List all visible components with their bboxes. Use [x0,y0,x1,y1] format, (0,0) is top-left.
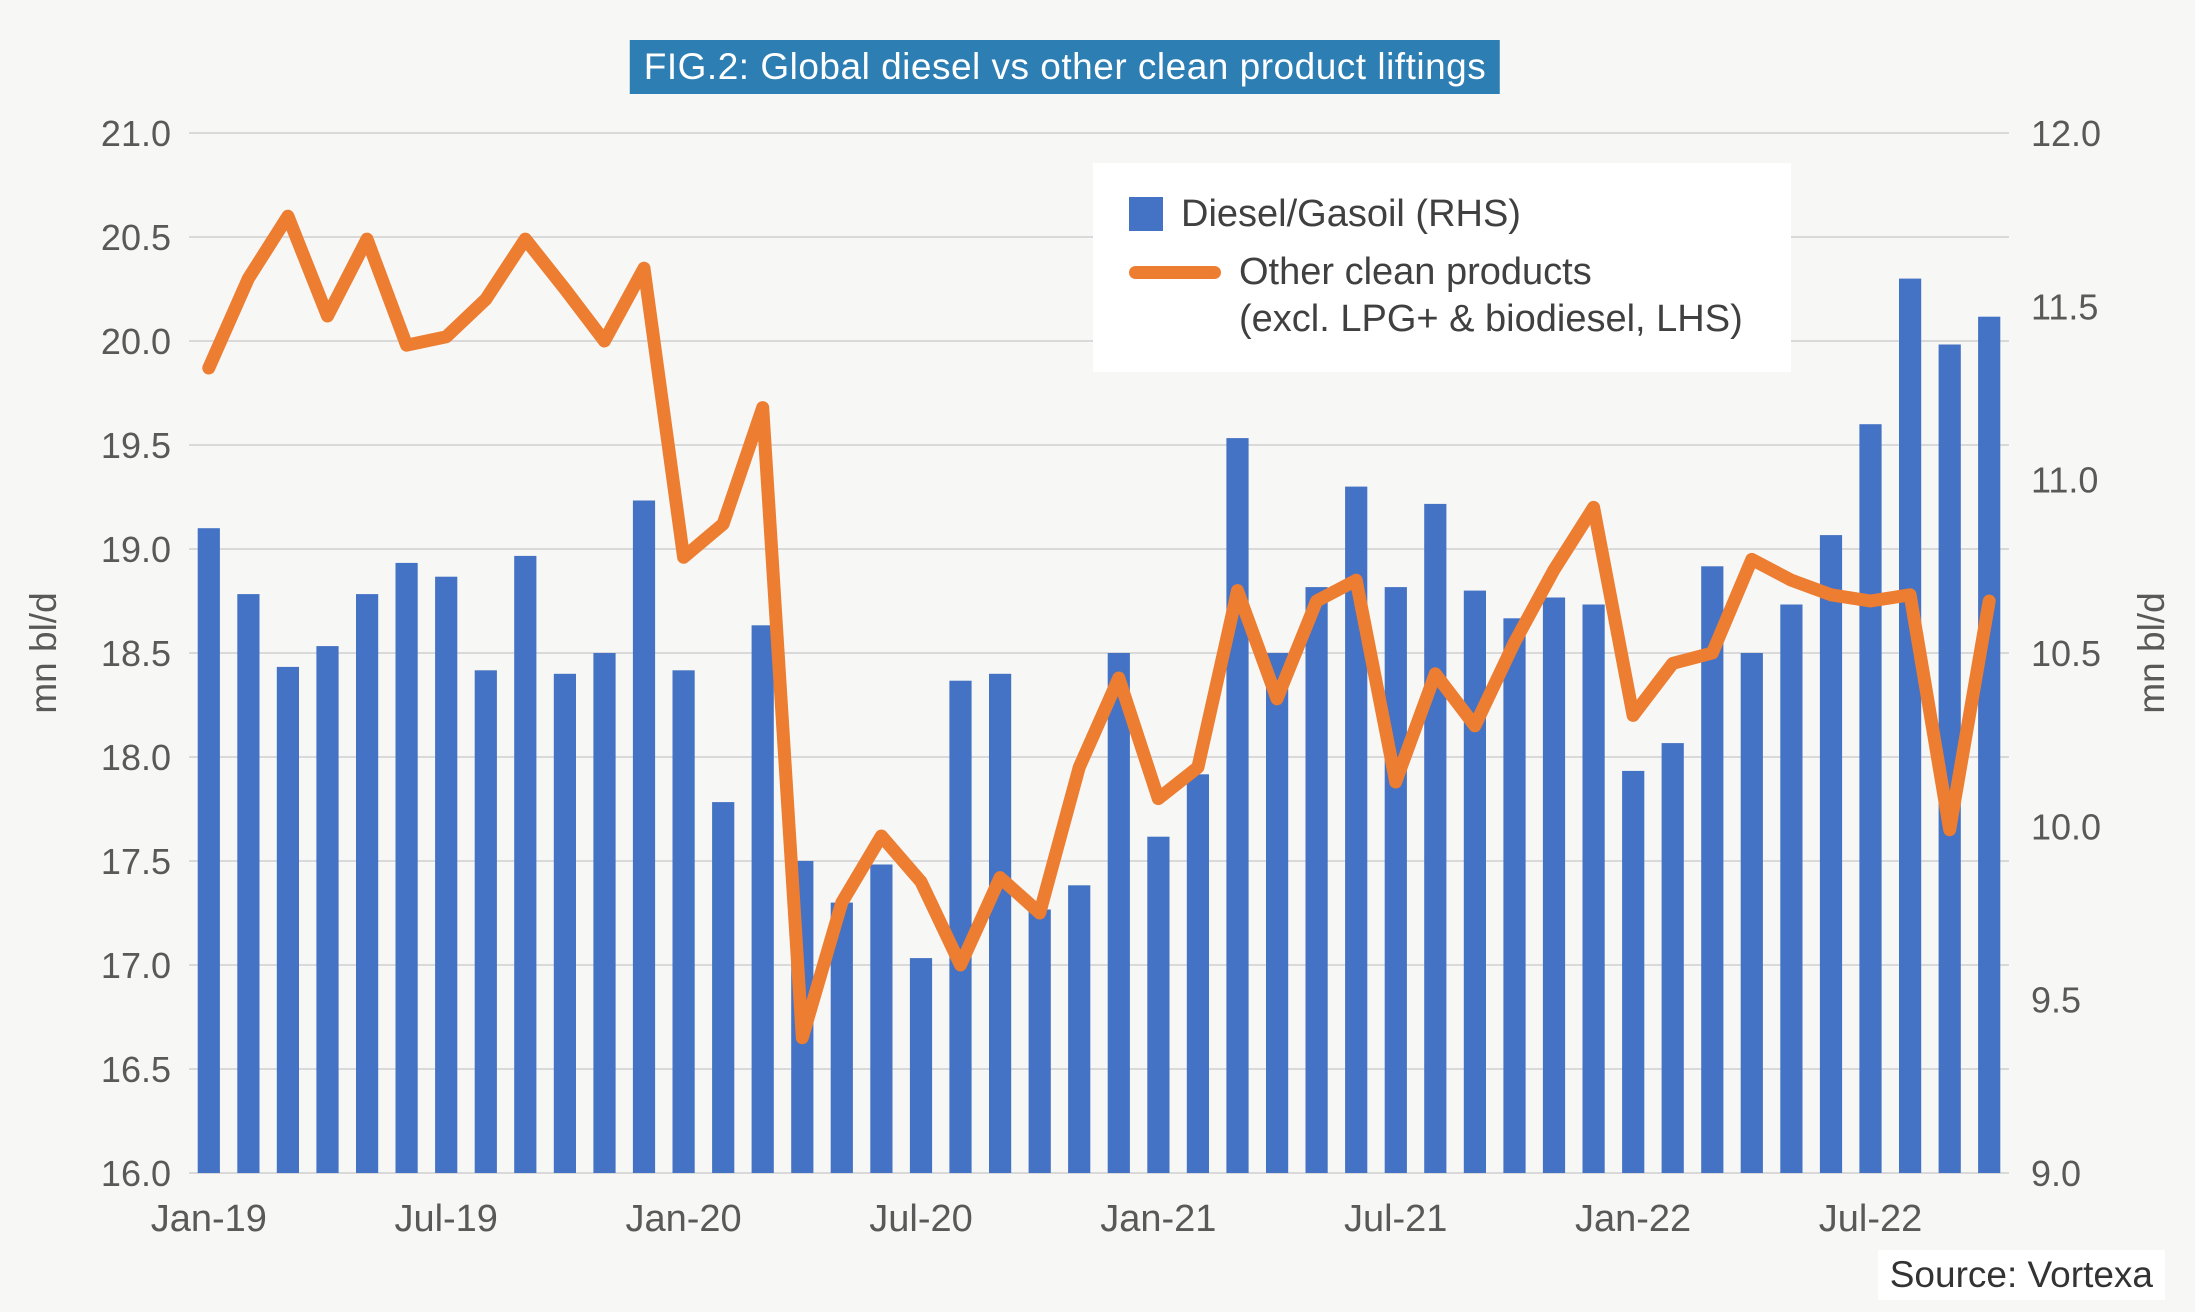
y-right-tick-label: 10.0 [2031,806,2101,847]
source-note: Source: Vortexa [1877,1250,2165,1300]
y-right-tick-label: 9.5 [2031,980,2081,1021]
diesel-bar [593,653,616,1173]
diesel-bar [1147,836,1170,1173]
diesel-bar [514,555,537,1173]
diesel-bar [1345,486,1368,1174]
diesel-bar [237,594,260,1173]
x-tick-label: Jan-22 [1575,1198,1691,1240]
y-left-tick-label: 20.5 [101,217,171,258]
diesel-bar [751,625,774,1173]
y-left-tick-label: 19.5 [101,425,171,466]
legend-label-other-clean: Other clean products (excl. LPG+ & biodi… [1239,249,1743,342]
diesel-bar [1819,535,1843,1173]
y-left-tick-label: 17.0 [101,945,171,986]
x-tick-label: Jul-19 [394,1198,498,1240]
diesel-bar [1978,316,2001,1173]
diesel-bar [197,528,220,1173]
diesel-bar [395,562,418,1173]
y-left-tick-label: 16.5 [101,1049,171,1090]
diesel-bar [553,673,576,1173]
legend: Diesel/Gasoil (RHS) Other clean products… [1093,163,1791,373]
diesel-bar [1938,344,1961,1173]
diesel-bar [1780,604,1803,1173]
diesel-bar [632,500,656,1173]
diesel-bar [1068,885,1091,1173]
x-tick-label: Jul-21 [1344,1198,1448,1240]
y-left-tick-label: 18.5 [101,633,171,674]
diesel-bar [1859,424,1882,1173]
legend-item-other-clean: Other clean products (excl. LPG+ & biodi… [1129,249,1743,342]
diesel-bar [1305,587,1328,1173]
bar-swatch-icon [1129,197,1163,231]
diesel-bar [1463,590,1486,1173]
diesel-bar [1622,770,1645,1173]
diesel-bar [1899,278,1922,1174]
legend-label-other-clean-line2: (excl. LPG+ & biodiesel, LHS) [1239,297,1743,340]
diesel-bar [1226,438,1249,1174]
y-left-tick-label: 16.0 [101,1153,171,1194]
chart-title: FIG.2: Global diesel vs other clean prod… [629,40,1501,94]
y-left-tick-label: 21.0 [101,113,171,154]
diesel-bar [474,670,497,1173]
x-tick-label: Jul-20 [869,1198,973,1240]
diesel-bar [276,666,299,1173]
x-tick-label: Jan-21 [1100,1198,1216,1240]
diesel-bar [909,958,933,1173]
diesel-bar [870,864,893,1173]
diesel-bar [1384,587,1407,1173]
right-axis-title: mn bl/d [2131,592,2172,714]
legend-label-other-clean-line1: Other clean products [1239,251,1592,294]
y-left-tick-label: 20.0 [101,321,171,362]
diesel-bar [435,576,458,1173]
y-left-tick-label: 17.5 [101,841,171,882]
legend-label-diesel: Diesel/Gasoil (RHS) [1181,193,1521,235]
y-left-tick-label: 19.0 [101,529,171,570]
x-tick-label: Jan-19 [151,1198,267,1240]
diesel-bar [1503,618,1526,1173]
diesel-bar [1582,604,1605,1173]
diesel-bar [1661,743,1684,1173]
diesel-bar [989,673,1012,1173]
y-right-tick-label: 11.0 [2031,460,2098,501]
diesel-bar [1542,597,1566,1173]
diesel-bar [1701,566,1724,1173]
diesel-bar [356,594,379,1173]
diesel-bar [1266,653,1289,1173]
diesel-bar [1028,909,1051,1173]
y-right-tick-label: 10.5 [2031,633,2101,674]
left-axis-title: mn bl/d [23,592,64,714]
diesel-bar [316,646,339,1173]
other-clean-products-line [202,209,1996,1045]
y-left-tick-label: 18.0 [101,737,171,778]
diesel-bar [1186,774,1209,1173]
y-right-tick-label: 12.0 [2031,113,2101,154]
diesel-bar [1424,503,1447,1173]
diesel-bar [830,902,853,1173]
x-tick-label: Jul-22 [1819,1198,1923,1240]
diesel-bar [1740,653,1763,1173]
line-swatch-icon [1129,266,1221,280]
legend-item-diesel: Diesel/Gasoil (RHS) [1129,191,1743,237]
y-right-tick-label: 9.0 [2031,1153,2081,1194]
y-right-tick-label: 11.5 [2031,286,2098,327]
x-tick-label: Jan-20 [625,1198,741,1240]
diesel-bar [1107,653,1130,1173]
diesel-bar [712,802,735,1173]
diesel-bar [949,680,972,1173]
diesel-bar [672,670,695,1173]
